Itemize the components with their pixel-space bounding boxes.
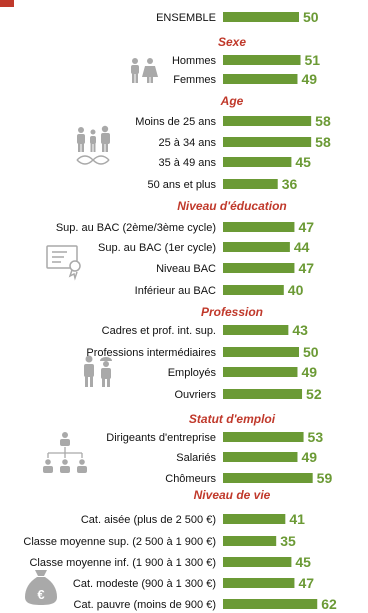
section-heading: Statut d'emploi	[189, 412, 276, 426]
bar	[223, 263, 294, 273]
value-label: 62	[321, 596, 337, 612]
org-chart-icon	[43, 432, 87, 473]
section-heading: Profession	[201, 305, 263, 319]
category-label: Employés	[168, 367, 217, 379]
diploma-icon	[47, 246, 80, 278]
bar	[223, 179, 278, 189]
bar	[223, 285, 284, 295]
category-label: ENSEMBLE	[156, 12, 216, 24]
bar	[223, 367, 297, 377]
value-label: 44	[294, 239, 310, 255]
category-label: Chômeurs	[165, 473, 216, 485]
value-label: 47	[298, 219, 314, 235]
category-label: Inférieur au BAC	[135, 285, 216, 297]
family-dna-icon	[77, 126, 110, 164]
value-label: 35	[280, 533, 296, 549]
bar	[223, 325, 288, 335]
category-label: Cat. modeste (900 à 1 300 €)	[73, 578, 216, 590]
value-label: 50	[303, 9, 319, 25]
value-label: 43	[292, 322, 308, 338]
category-label: 50 ans et plus	[148, 179, 217, 191]
value-label: 36	[282, 176, 298, 192]
category-label: Cat. pauvre (moins de 900 €)	[74, 599, 216, 611]
bar	[223, 452, 297, 462]
category-label: 35 à 49 ans	[159, 157, 217, 169]
bar	[223, 432, 304, 442]
value-label: 49	[301, 71, 317, 87]
bar	[223, 389, 302, 399]
value-label: 50	[303, 344, 319, 360]
value-label: 49	[301, 449, 317, 465]
bar	[223, 74, 297, 84]
category-label: Professions intermédiaires	[86, 347, 216, 359]
bar	[223, 578, 294, 588]
category-label: Niveau BAC	[156, 263, 216, 275]
value-label: 49	[301, 364, 317, 380]
value-label: 53	[308, 429, 324, 445]
bar	[223, 536, 276, 546]
bar	[223, 12, 299, 22]
value-label: 45	[295, 154, 311, 170]
bar	[223, 599, 317, 609]
bar	[223, 557, 291, 567]
bar	[223, 55, 301, 65]
category-label: Classe moyenne inf. (1 900 à 1 300 €)	[29, 557, 216, 569]
section-heading: Niveau d'éducation	[177, 199, 287, 213]
category-label: Cat. aisée (plus de 2 500 €)	[81, 514, 216, 526]
value-label: 59	[317, 470, 333, 486]
value-label: 58	[315, 113, 331, 129]
bar	[223, 514, 285, 524]
bar	[223, 116, 311, 126]
value-label: 47	[298, 260, 314, 276]
category-label: Moins de 25 ans	[135, 116, 216, 128]
value-label: 40	[288, 282, 304, 298]
section-heading: Sexe	[218, 35, 246, 49]
bar	[223, 222, 294, 232]
bar	[223, 347, 299, 357]
bar	[223, 242, 290, 252]
category-label: Cadres et prof. int. sup.	[102, 325, 216, 337]
category-label: Hommes	[172, 55, 217, 67]
bar	[223, 157, 291, 167]
value-label: 47	[298, 575, 314, 591]
section-heading: Niveau de vie	[194, 488, 271, 502]
people-gender-icon	[131, 58, 158, 83]
money-bag-icon: €	[25, 570, 57, 605]
workers-icon	[84, 356, 112, 388]
category-label: Sup. au BAC (2ème/3ème cycle)	[56, 222, 216, 234]
value-label: 51	[305, 52, 321, 68]
bar	[223, 137, 311, 147]
value-label: 58	[315, 134, 331, 150]
category-label: Ouvriers	[174, 389, 216, 401]
category-label: Classe moyenne sup. (2 500 à 1 900 €)	[23, 536, 216, 548]
value-label: 52	[306, 386, 322, 402]
value-label: 41	[289, 511, 305, 527]
category-label: Salariés	[176, 452, 216, 464]
bar	[223, 473, 313, 483]
section-heading: Age	[220, 94, 244, 108]
category-label: Sup. au BAC (1er cycle)	[98, 242, 216, 254]
category-label: Dirigeants d'entreprise	[106, 432, 216, 444]
value-label: 45	[295, 554, 311, 570]
category-label: 25 à 34 ans	[159, 137, 217, 149]
svg-text:€: €	[37, 587, 44, 602]
category-label: Femmes	[173, 74, 216, 86]
